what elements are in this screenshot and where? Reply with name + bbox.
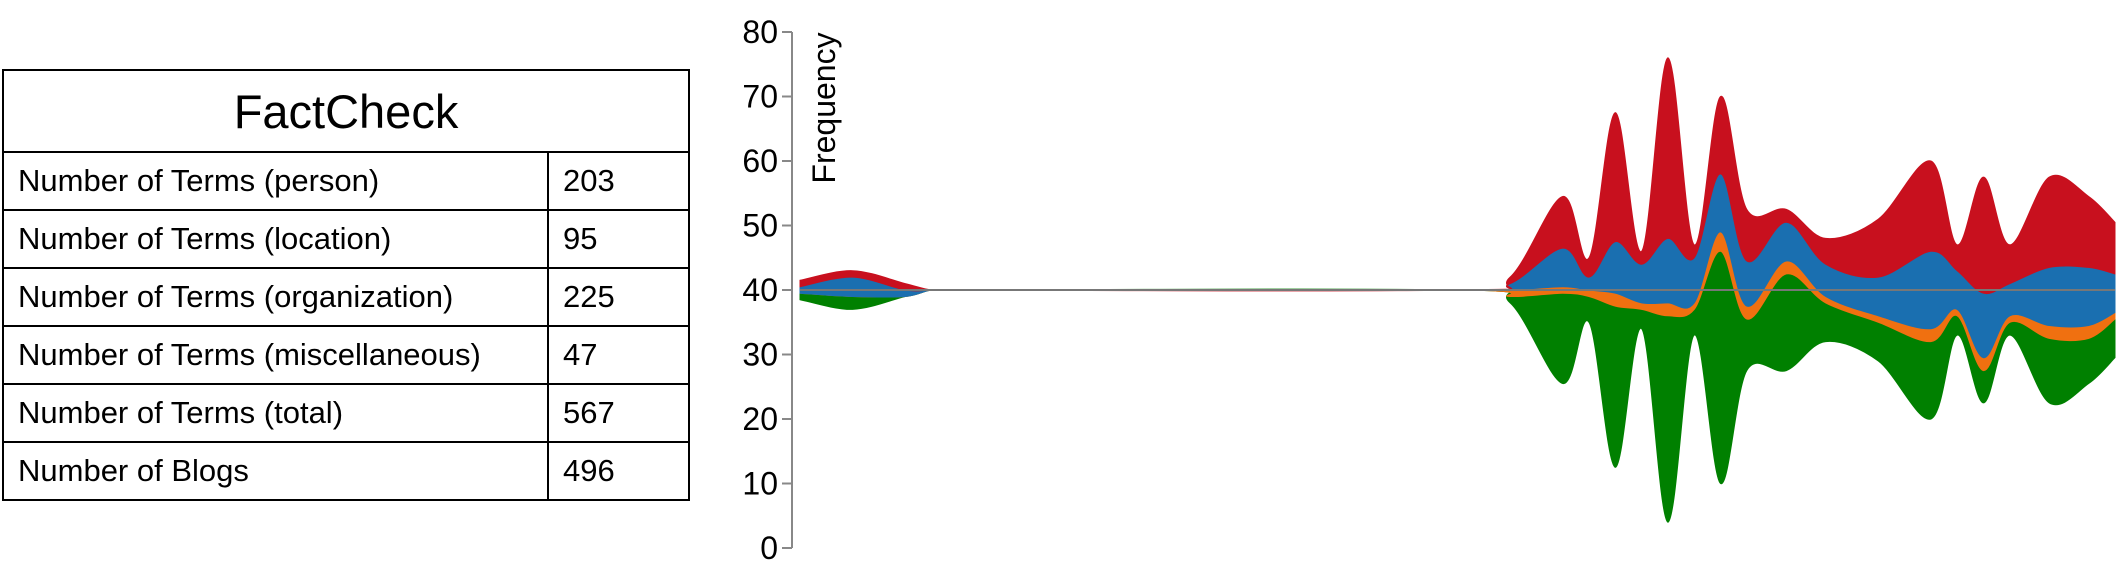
row-label: Number of Terms (organization) [2, 267, 549, 327]
row-value: 95 [546, 209, 691, 269]
table-body: FactCheck Number of Terms (person) 203 Num… [1, 69, 691, 501]
y-tick-label: 20 [742, 401, 778, 437]
row-value: 225 [546, 267, 691, 327]
table-row: Number of Terms (organization) 225 [2, 267, 691, 327]
y-tick-label: 0 [760, 530, 778, 566]
row-label: Number of Terms (miscellaneous) [2, 325, 549, 385]
y-tick-label: 80 [742, 14, 778, 50]
y-tick-label: 60 [742, 143, 778, 179]
row-value: 567 [546, 383, 691, 443]
stats-table: FactCheck Number of Terms (person) 203 Num… [1, 69, 691, 501]
y-tick-label: 10 [742, 466, 778, 502]
y-tick-label: 40 [742, 272, 778, 308]
row-label: Number of Terms (person) [2, 151, 549, 211]
table-header-row: FactCheck [1, 69, 691, 153]
streamgraph-chart: 0 10 20 30 40 50 60 70 80 Frequency [742, 14, 2116, 566]
row-label: Number of Terms (total) [2, 383, 549, 443]
table-row: Number of Terms (person) 203 [2, 151, 691, 211]
table-row: Number of Terms (total) 567 [2, 383, 691, 443]
table-row: Number of Terms (miscellaneous) 47 [2, 325, 691, 385]
table-title: FactCheck [1, 69, 691, 153]
y-tick-label: 50 [742, 208, 778, 244]
row-label: Number of Blogs [2, 441, 549, 501]
stream-layers [799, 57, 2116, 523]
table-row: Number of Terms (location) 95 [2, 209, 691, 269]
y-tick-label: 30 [742, 337, 778, 373]
y-tick-label: 70 [742, 79, 778, 115]
y-axis-label: Frequency [806, 32, 842, 183]
row-label: Number of Terms (location) [2, 209, 549, 269]
row-value: 47 [546, 325, 691, 385]
stream-layer-3 [799, 57, 2116, 295]
y-axis: 0 10 20 30 40 50 60 70 80 [742, 14, 793, 566]
table-row: Number of Blogs 496 [2, 441, 691, 501]
row-value: 203 [546, 151, 691, 211]
row-value: 496 [546, 441, 691, 501]
